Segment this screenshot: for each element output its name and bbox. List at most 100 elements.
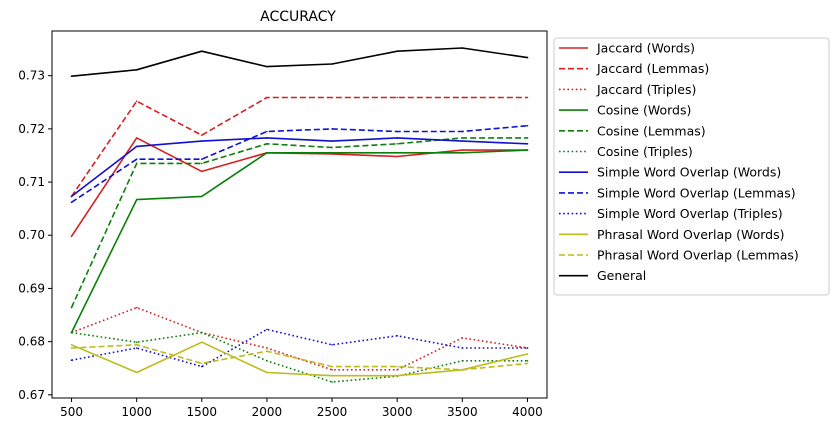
data-point (201, 170, 203, 173)
data-point (331, 96, 333, 99)
x-tick-label: 2000 (252, 405, 283, 419)
data-point (201, 140, 203, 142)
data-point (135, 198, 138, 201)
data-point (266, 143, 268, 145)
data-point (526, 124, 529, 127)
data-point (331, 152, 333, 154)
data-point (135, 341, 138, 344)
x-tick-label: 4000 (512, 405, 543, 419)
series-line-2 (71, 306, 528, 371)
series-line-4 (70, 137, 528, 308)
data-point (70, 306, 73, 309)
data-point (396, 365, 399, 368)
data-point (70, 359, 73, 362)
data-point (266, 152, 268, 154)
data-point (526, 149, 529, 151)
data-point (331, 365, 333, 368)
data-point (461, 96, 464, 99)
ticks: 500 1000 1500 2000 2500 3000 3500 4000 0.67 0.68 0… (18, 69, 542, 419)
plot-area (51, 30, 548, 399)
data-point (526, 360, 529, 362)
legend-label: Jaccard (Words) (596, 41, 695, 56)
data-point (266, 96, 268, 99)
data-point (70, 201, 73, 204)
data-point (396, 96, 399, 99)
legend-label: Phrasal Word Overlap (Lemmas) (597, 248, 799, 263)
data-point (201, 162, 203, 165)
x-tick-label: 2500 (317, 405, 348, 419)
data-point (461, 47, 464, 49)
data-point (135, 69, 138, 71)
data-point (266, 65, 268, 68)
series-line-3 (70, 149, 528, 333)
data-point (461, 137, 464, 139)
legend-label: Jaccard (Lemmas) (596, 61, 709, 76)
data-point (70, 344, 73, 346)
legend-label: Cosine (Lemmas) (597, 123, 706, 138)
data-point (331, 381, 333, 383)
data-point (526, 143, 529, 145)
data-point (266, 130, 268, 133)
data-point (135, 344, 138, 346)
data-point (70, 195, 73, 198)
data-point (135, 162, 138, 165)
data-point (461, 360, 464, 362)
data-point (70, 235, 73, 238)
series-lines (70, 47, 529, 383)
y-tick-label: 0.70 (18, 228, 45, 242)
chart-title: ACCURACY (260, 9, 336, 25)
data-point (526, 347, 529, 349)
data-point (461, 130, 464, 133)
data-point (526, 56, 529, 59)
data-point (70, 347, 73, 349)
y-tick-label: 0.71 (18, 175, 45, 189)
data-point (526, 362, 529, 365)
data-point (201, 50, 203, 52)
data-point (201, 195, 203, 198)
data-point (461, 347, 464, 349)
legend-label: Phrasal Word Overlap (Words) (597, 227, 784, 242)
x-tick-label: 500 (60, 405, 83, 419)
data-point (266, 328, 268, 331)
legend: Jaccard (Words) Jaccard (Lemmas) Jaccard (… (553, 37, 830, 296)
y-tick-label: 0.69 (18, 281, 45, 295)
data-point (396, 152, 399, 154)
data-point (266, 371, 268, 374)
series-line-5 (71, 331, 528, 383)
data-point (396, 130, 399, 133)
data-point (201, 362, 203, 365)
series-line-1 (70, 96, 528, 197)
data-point (331, 344, 333, 346)
data-point (201, 331, 203, 334)
data-point (526, 353, 529, 355)
data-point (331, 63, 333, 65)
data-point (461, 337, 464, 339)
x-tick-label: 3500 (447, 405, 478, 419)
legend-label: Simple Word Overlap (Lemmas) (597, 185, 796, 200)
data-point (396, 335, 399, 337)
data-point (396, 143, 399, 145)
legend-label: Cosine (Words) (597, 103, 691, 118)
series-line-7 (71, 124, 528, 203)
data-point (461, 152, 464, 154)
series-line-10 (71, 343, 528, 371)
data-point (135, 306, 138, 309)
series-line-6 (71, 137, 528, 198)
data-point (70, 75, 73, 77)
data-point (331, 146, 333, 149)
data-point (135, 347, 138, 349)
y-tick-label: 0.73 (18, 69, 45, 83)
legend-label: General (597, 268, 646, 283)
data-point (201, 134, 203, 136)
data-point (266, 347, 268, 349)
data-point (266, 350, 268, 353)
data-point (396, 374, 399, 377)
data-point (396, 369, 399, 371)
y-tick-label: 0.68 (18, 335, 45, 349)
x-tick-label: 3000 (382, 405, 413, 419)
data-point (135, 137, 138, 139)
legend-label: Cosine (Triples) (597, 144, 693, 159)
data-point (201, 341, 203, 344)
data-point (331, 128, 333, 130)
